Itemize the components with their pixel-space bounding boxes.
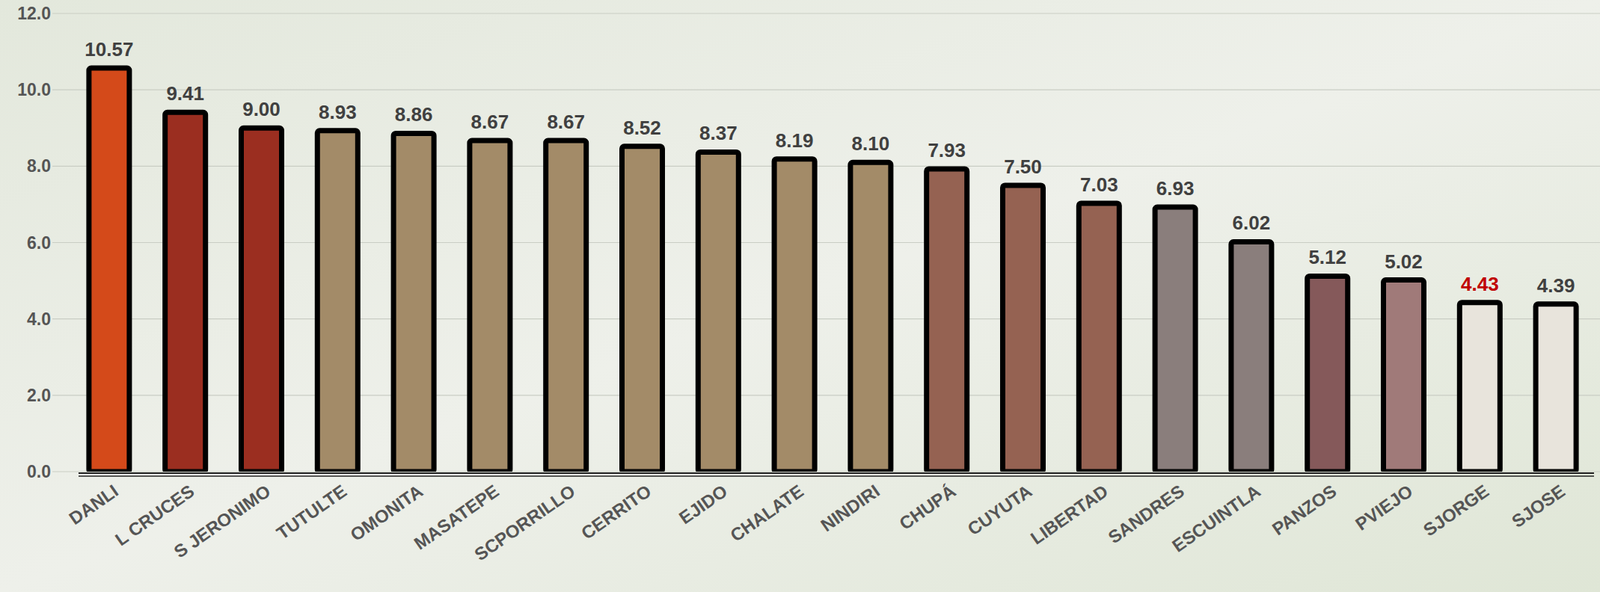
bar bbox=[1307, 276, 1348, 472]
data-label: 8.10 bbox=[851, 132, 891, 155]
grid-line bbox=[52, 12, 1600, 14]
data-label: 4.39 bbox=[1537, 274, 1576, 297]
bar bbox=[469, 140, 511, 472]
data-label: 8.67 bbox=[546, 110, 585, 134]
data-label: 9.41 bbox=[166, 82, 205, 105]
tick-label: 12.0 bbox=[17, 3, 51, 24]
category-label: ESCUINTLA bbox=[1168, 480, 1265, 557]
category-label: CERRITO bbox=[577, 480, 656, 544]
data-label: 7.03 bbox=[1080, 173, 1119, 196]
data-label: 7.93 bbox=[927, 139, 966, 162]
data-label: 8.52 bbox=[623, 116, 662, 140]
bar bbox=[546, 140, 587, 472]
chart: 0.0 2.0 4.0 6.0 8.0 10.0 12.0 10.57 9.41 9.00 8.93… bbox=[0, 0, 1600, 592]
bar bbox=[1078, 203, 1120, 472]
tick-label: 8.0 bbox=[26, 156, 51, 176]
grid-line bbox=[52, 166, 1600, 167]
data-label: 10.57 bbox=[84, 38, 134, 61]
bar bbox=[165, 112, 206, 472]
bar bbox=[1459, 302, 1500, 472]
grid-line bbox=[52, 394, 1600, 396]
category-label: SCPORRILLO bbox=[470, 480, 579, 565]
bar bbox=[697, 151, 739, 472]
bar bbox=[1535, 304, 1577, 472]
bars bbox=[89, 68, 1577, 472]
tick-label: 10.0 bbox=[17, 80, 51, 100]
bar bbox=[241, 127, 283, 472]
category-label: S JERONIMO bbox=[169, 480, 274, 563]
category-label: CUYUTA bbox=[963, 480, 1036, 540]
category-label: PVIEJO bbox=[1351, 480, 1417, 535]
grid-line bbox=[52, 318, 1600, 320]
data-label: 6.02 bbox=[1232, 211, 1271, 235]
category-label: NINDIRI bbox=[816, 480, 884, 536]
category-label: SJORGE bbox=[1419, 480, 1493, 541]
category-label: DANLI bbox=[65, 480, 122, 529]
data-label: 8.93 bbox=[318, 100, 357, 124]
bar bbox=[1383, 280, 1425, 472]
category-label: EJIDO bbox=[675, 480, 731, 529]
data-label: 7.50 bbox=[1003, 155, 1042, 179]
bar bbox=[393, 133, 434, 472]
bar bbox=[1154, 207, 1196, 472]
tick-label: 4.0 bbox=[26, 309, 51, 330]
bar bbox=[926, 169, 968, 472]
background bbox=[0, 0, 1600, 592]
axis-line bbox=[78, 475, 1595, 478]
tick-label: 6.0 bbox=[26, 233, 51, 253]
category-label: SJOSE bbox=[1507, 480, 1569, 532]
bar bbox=[1231, 241, 1272, 472]
grid-line bbox=[52, 471, 1600, 472]
data-label: 6.93 bbox=[1156, 177, 1195, 200]
tick-label: 2.0 bbox=[26, 385, 51, 406]
bar bbox=[1003, 185, 1044, 472]
grid-line bbox=[52, 242, 1600, 244]
bar bbox=[774, 159, 815, 472]
bar bbox=[89, 68, 130, 472]
axis-line bbox=[78, 472, 1595, 475]
category-label: TUTULTE bbox=[273, 480, 351, 544]
data-label: 8.67 bbox=[471, 110, 510, 134]
data-label: 5.02 bbox=[1384, 250, 1423, 274]
bar bbox=[622, 146, 663, 472]
category-label: CHUPÁ bbox=[895, 480, 959, 535]
category-label: PANZOS bbox=[1268, 480, 1341, 540]
data-label: 8.37 bbox=[699, 121, 738, 145]
data-label: 5.12 bbox=[1308, 246, 1347, 269]
category-label: LIBERTAD bbox=[1027, 480, 1112, 550]
data-label: 4.43 bbox=[1460, 273, 1500, 296]
data-label: 9.00 bbox=[242, 97, 281, 121]
category-label: CHALATE bbox=[726, 480, 808, 547]
bar bbox=[317, 130, 358, 472]
tick-label: 0.0 bbox=[26, 462, 51, 482]
data-label: 8.19 bbox=[775, 129, 814, 152]
data-label: 8.86 bbox=[394, 103, 434, 126]
bar bbox=[850, 162, 891, 472]
grid-line bbox=[52, 89, 1600, 91]
